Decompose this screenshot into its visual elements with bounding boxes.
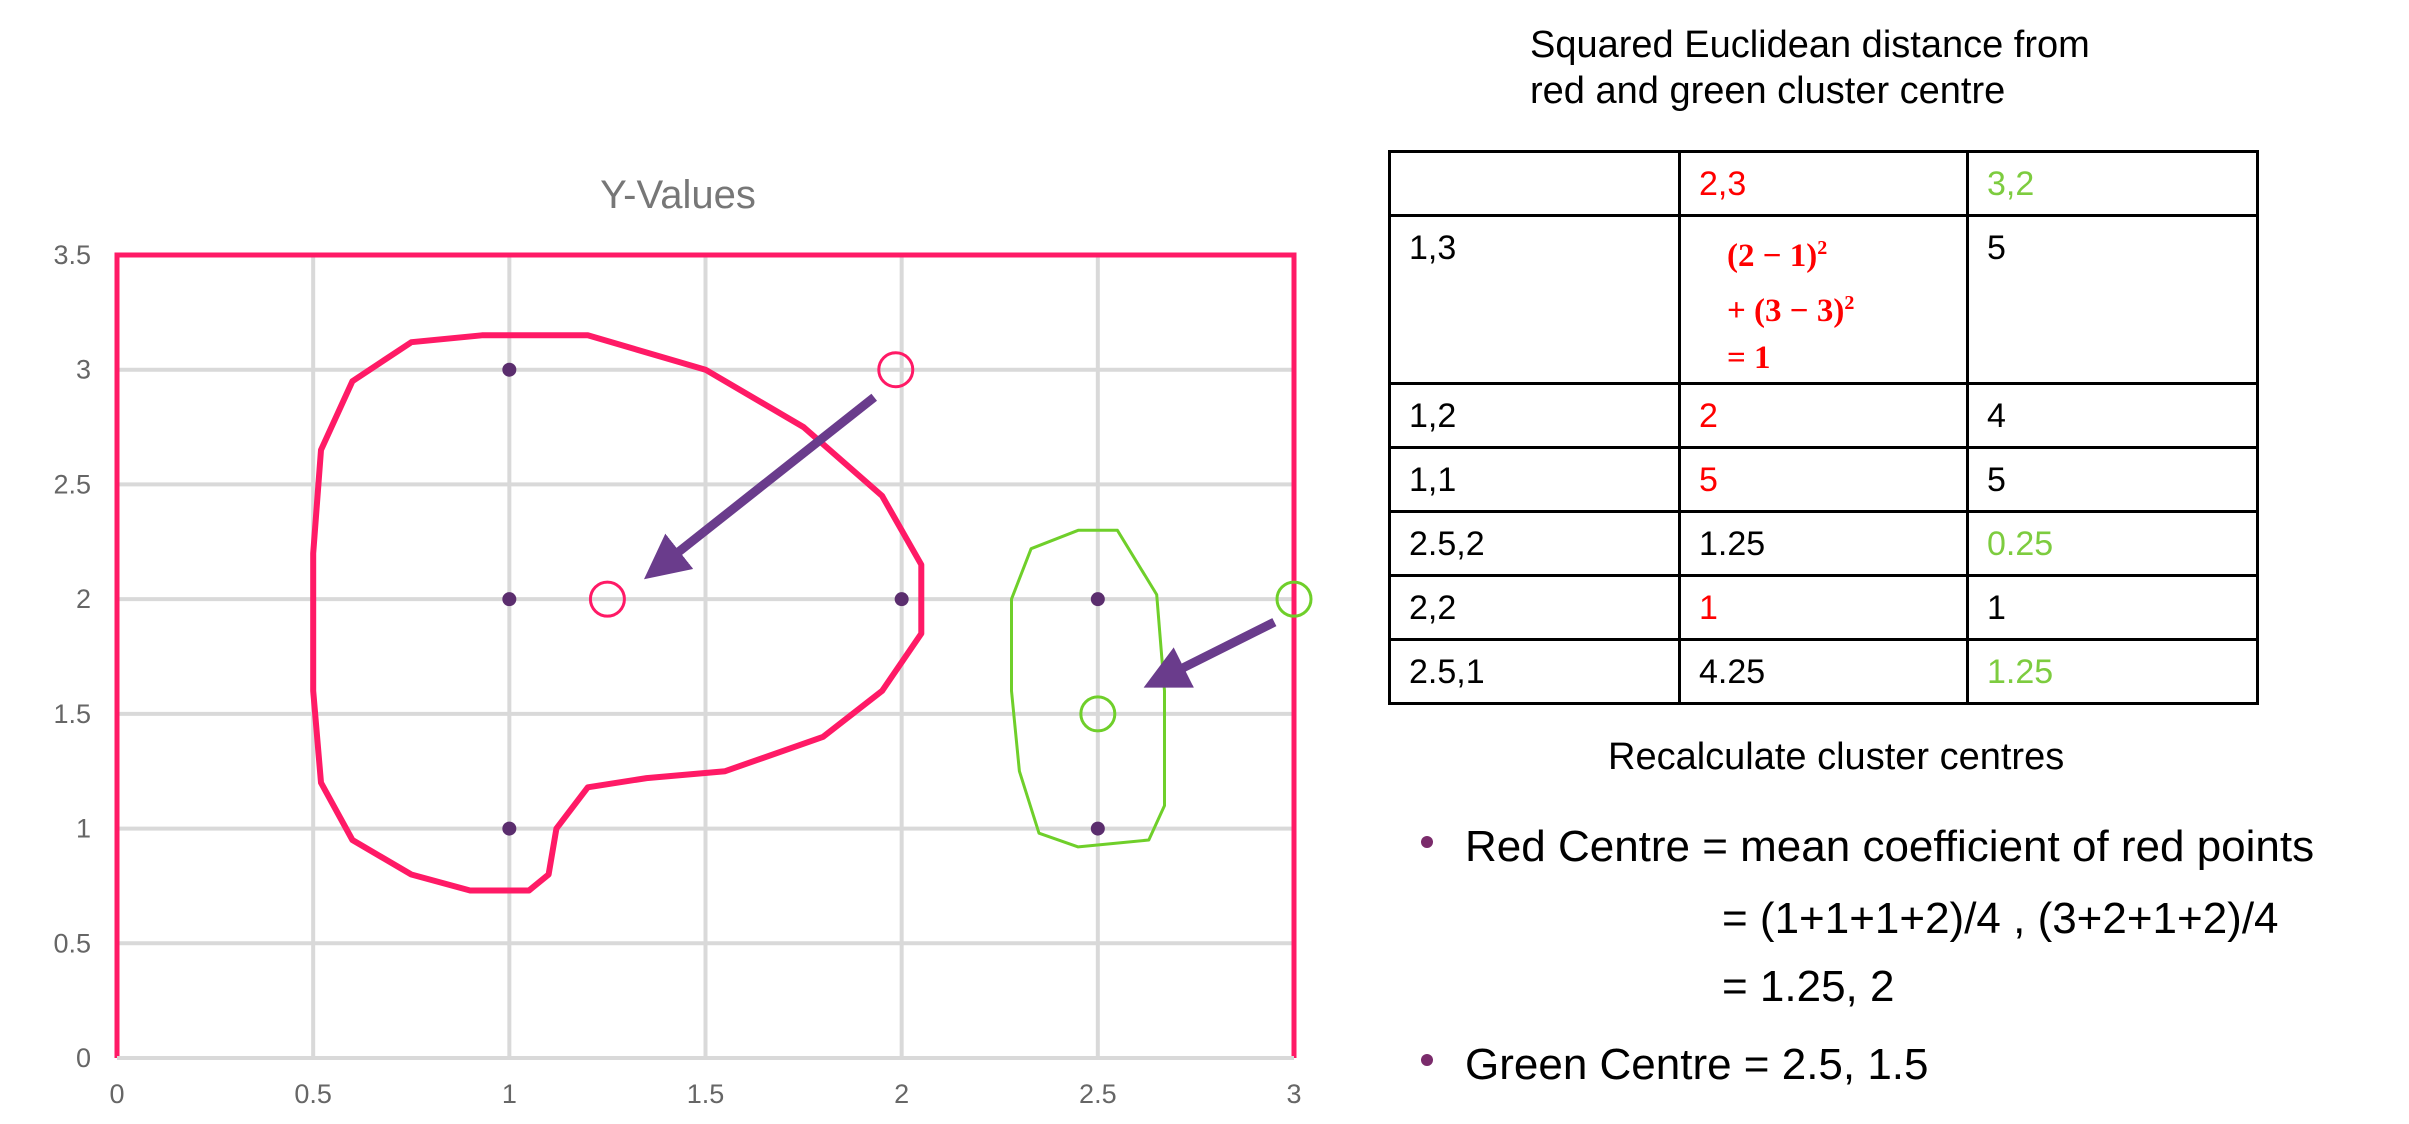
red-centre-text: Red Centre = mean coefficient of red poi… — [1465, 822, 2315, 871]
red-distance-cell: 1 — [1678, 574, 1969, 641]
distance-formula: (2 − 1)2 + (3 − 3)2 = 1 — [1699, 225, 1948, 382]
formula-exponent-1: 2 — [1817, 237, 1828, 259]
green-centre-bullet: Green Centre = 2.5, 1.5 — [1421, 1040, 1929, 1090]
green-old-centre-marker — [1275, 580, 1313, 618]
green-distance-cell: 5 — [1966, 214, 2259, 385]
data-point — [894, 592, 909, 607]
table-row: 1,3 (2 − 1)2 + (3 − 3)2 = 1 5 — [1388, 214, 2259, 385]
y-tick-label: 1.5 — [53, 699, 91, 729]
red-distance-cell: 4.25 — [1678, 638, 1969, 705]
header-green-centre: 3,2 — [1966, 150, 2259, 217]
data-point — [502, 592, 517, 607]
point-cell: 2.5,2 — [1388, 510, 1681, 577]
table-header-row: 2,3 3,2 — [1388, 150, 2259, 217]
red-cluster-outline — [310, 332, 925, 894]
table-row: 1,1 5 5 — [1388, 446, 2259, 513]
table-row: 2.5,2 1.25 0.25 — [1388, 510, 2259, 577]
plot-frame — [114, 252, 1297, 1058]
bullet-dot-icon — [1421, 836, 1433, 848]
distance-title-line-1: Squared Euclidean distance from — [1530, 24, 2090, 66]
scatter-chart: Y-Values 0 0.5 1 1.5 2 2.5 3 0 0.5 1 1.5 2 2.5 3 3.5 — [53, 173, 1313, 1109]
y-tick-label: 2 — [76, 584, 91, 614]
data-points — [502, 362, 1105, 836]
bullet-dot-icon — [1421, 1054, 1433, 1066]
axis-ticks: 0 0.5 1 1.5 2 2.5 3 0 0.5 1 1.5 2 2.5 3 3.5 — [53, 240, 1301, 1109]
distance-title-line-2: red and green cluster centre — [1530, 70, 2006, 112]
x-tick-label: 1.5 — [687, 1079, 725, 1109]
x-tick-label: 3 — [1286, 1079, 1301, 1109]
distance-title: Squared Euclidean distance from red and … — [1530, 22, 2090, 114]
data-point — [502, 821, 517, 836]
table-row: 2.5,1 4.25 1.25 — [1388, 638, 2259, 705]
red-new-centre-marker — [588, 580, 626, 618]
chart-title: Y-Values — [600, 173, 756, 217]
green-cluster-outline — [1010, 528, 1166, 849]
formula-exponent-2: 2 — [1844, 292, 1855, 314]
red-centre-move-arrow — [643, 393, 877, 580]
x-tick-label: 2.5 — [1079, 1079, 1117, 1109]
red-centre-bullet: Red Centre = mean coefficient of red poi… — [1421, 822, 2315, 872]
point-cell: 1,1 — [1388, 446, 1681, 513]
point-cell: 2,2 — [1388, 574, 1681, 641]
green-distance-cell: 0.25 — [1966, 510, 2259, 577]
table-row: 2,2 1 1 — [1388, 574, 2259, 641]
y-tick-label: 2.5 — [53, 469, 91, 499]
formula-line-3: = 1 — [1727, 340, 1771, 376]
cluster-annotations — [310, 332, 1313, 894]
header-empty — [1388, 150, 1681, 217]
point-cell: 1,3 — [1388, 214, 1681, 385]
green-centre-move-arrow — [1143, 618, 1277, 688]
red-centre-calculation: = (1+1+1+2)/4 , (3+2+1+2)/4 — [1722, 894, 2279, 943]
formula-line-1: (2 − 1) — [1727, 238, 1818, 274]
red-distance-cell: 2 — [1678, 382, 1969, 449]
x-tick-label: 0.5 — [294, 1079, 332, 1109]
data-point — [1090, 592, 1105, 607]
distance-table: 2,3 3,2 1,3 (2 − 1)2 + (3 − 3)2 = 1 5 1,… — [1388, 150, 2259, 705]
point-cell: 2.5,1 — [1388, 638, 1681, 705]
x-tick-label: 0 — [109, 1079, 124, 1109]
x-tick-label: 2 — [894, 1079, 909, 1109]
point-cell: 1,2 — [1388, 382, 1681, 449]
green-distance-cell: 5 — [1966, 446, 2259, 513]
red-distance-cell: 1.25 — [1678, 510, 1969, 577]
formula-cell: (2 − 1)2 + (3 − 3)2 = 1 — [1678, 214, 1969, 385]
green-new-centre-marker — [1079, 695, 1117, 733]
green-distance-cell: 4 — [1966, 382, 2259, 449]
data-point — [1090, 821, 1105, 836]
formula-line-2: + (3 − 3) — [1727, 293, 1845, 329]
y-tick-label: 0.5 — [53, 928, 91, 958]
green-distance-cell: 1 — [1966, 574, 2259, 641]
red-centre-result: = 1.25, 2 — [1722, 962, 1895, 1011]
red-old-centre-marker — [877, 351, 915, 389]
x-tick-label: 1 — [502, 1079, 517, 1109]
green-centre-text: Green Centre = 2.5, 1.5 — [1465, 1040, 1929, 1089]
red-distance-cell: 5 — [1678, 446, 1969, 513]
y-tick-label: 3.5 — [53, 240, 91, 270]
y-tick-label: 0 — [76, 1043, 91, 1073]
table-row: 1,2 2 4 — [1388, 382, 2259, 449]
y-tick-label: 3 — [76, 355, 91, 385]
recalculate-title: Recalculate cluster centres — [1608, 736, 2065, 778]
green-distance-cell: 1.25 — [1966, 638, 2259, 705]
header-red-centre: 2,3 — [1678, 150, 1969, 217]
data-point — [502, 362, 517, 377]
y-tick-label: 1 — [76, 814, 91, 844]
chart-grid — [114, 252, 1297, 1060]
